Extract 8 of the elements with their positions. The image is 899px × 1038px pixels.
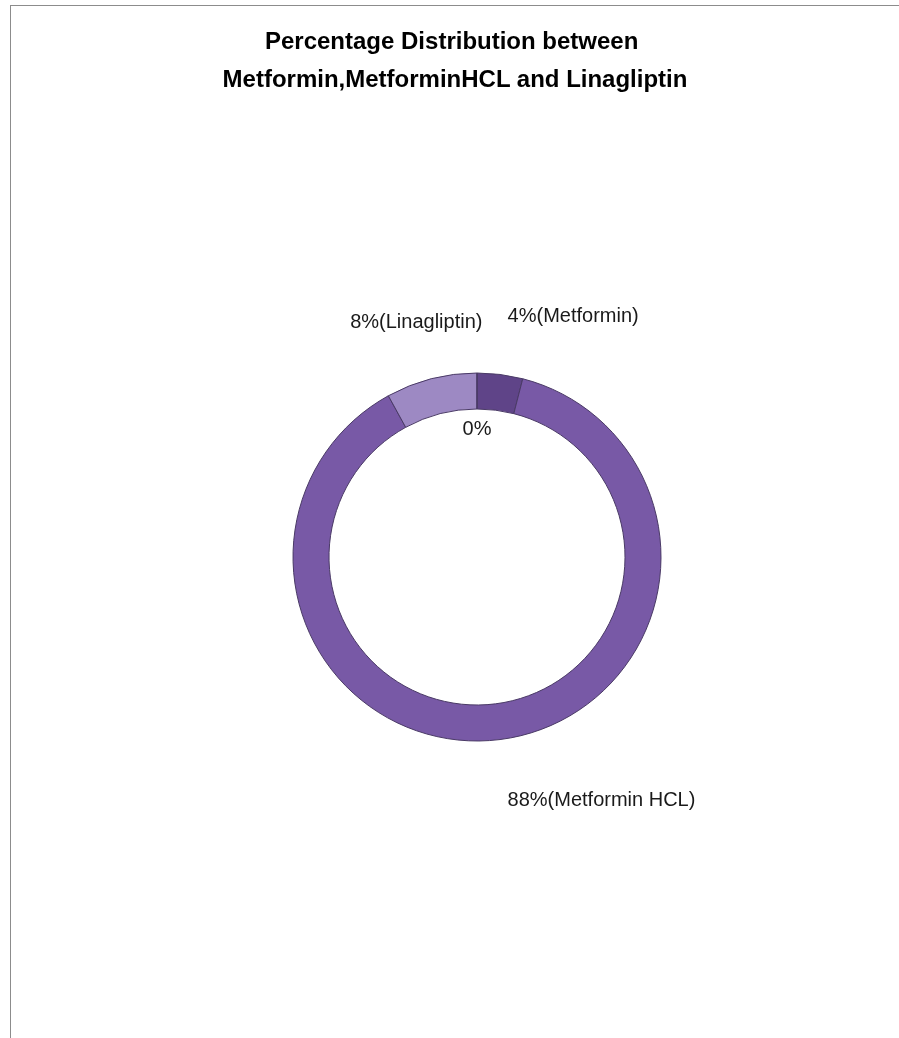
chart-title: Percentage Distribution between Metformin,MetforminHCL and Linagliptin — [222, 26, 688, 92]
data-label: 4% — [507, 303, 537, 326]
data-label: 8% — [350, 309, 380, 332]
data-label: 88% — [507, 788, 548, 811]
text: 0% — [462, 417, 492, 439]
slice-label: (Linagliptin) — [379, 309, 483, 332]
slice-label: (Metformin HCL) — [547, 788, 696, 811]
slice-label: (Metformin) — [536, 303, 639, 326]
